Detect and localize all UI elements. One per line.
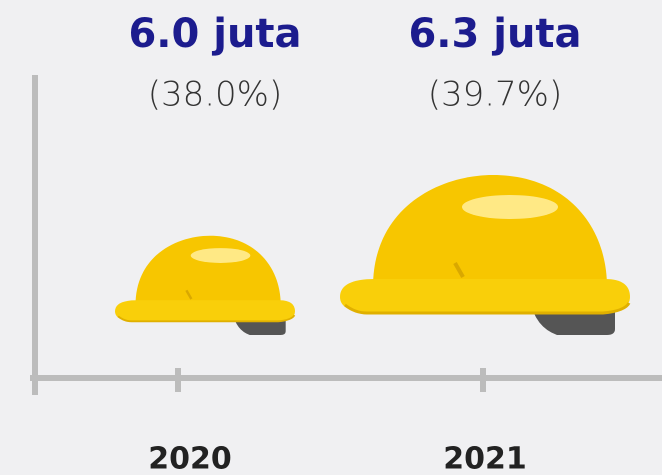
value-label: 6.3 juta xyxy=(408,11,581,57)
x-tick-label: 2021 xyxy=(443,442,527,475)
hat-brim-shade xyxy=(344,302,631,315)
x-tick-label: 2020 xyxy=(148,442,232,475)
hat-brim xyxy=(115,300,295,322)
hard-hat xyxy=(340,175,631,335)
share-label: (38.0%) xyxy=(148,75,283,115)
hat-ridge xyxy=(185,289,193,300)
hat-brim-shade xyxy=(117,314,296,323)
hard-hat xyxy=(115,235,296,335)
hat-brim xyxy=(340,279,630,313)
hat-ridge xyxy=(453,262,465,278)
hat-highlight xyxy=(190,248,251,263)
hat-highlight xyxy=(462,195,558,219)
value-label: 6.0 juta xyxy=(128,11,301,57)
share-label: (39.7%) xyxy=(428,75,563,115)
